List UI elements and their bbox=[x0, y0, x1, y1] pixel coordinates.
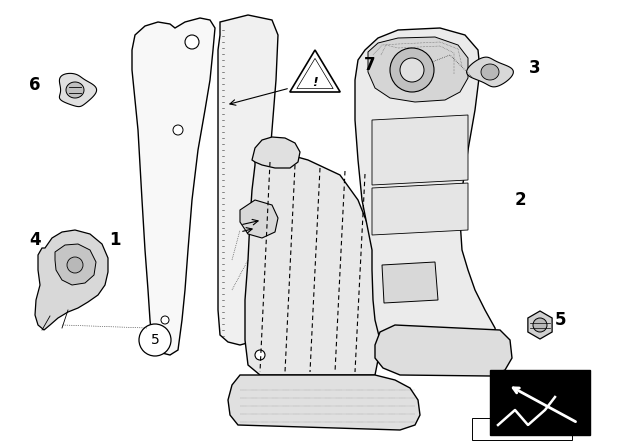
Text: 6: 6 bbox=[29, 76, 41, 94]
Circle shape bbox=[400, 58, 424, 82]
Circle shape bbox=[390, 48, 434, 92]
Polygon shape bbox=[481, 64, 499, 80]
Text: 1: 1 bbox=[109, 231, 121, 249]
Polygon shape bbox=[372, 115, 468, 185]
Polygon shape bbox=[290, 50, 340, 92]
Polygon shape bbox=[528, 311, 552, 339]
Circle shape bbox=[161, 316, 169, 324]
Text: 7: 7 bbox=[364, 56, 376, 74]
Circle shape bbox=[67, 257, 83, 273]
Text: 4: 4 bbox=[29, 231, 41, 249]
Polygon shape bbox=[372, 183, 468, 235]
Circle shape bbox=[173, 125, 183, 135]
Bar bbox=[490, 370, 590, 435]
Polygon shape bbox=[245, 148, 382, 375]
Text: 3: 3 bbox=[529, 59, 541, 77]
Polygon shape bbox=[382, 262, 438, 303]
Text: 5: 5 bbox=[554, 311, 566, 329]
Circle shape bbox=[255, 350, 265, 360]
Polygon shape bbox=[355, 28, 498, 370]
Polygon shape bbox=[35, 230, 108, 330]
Polygon shape bbox=[240, 200, 278, 238]
Text: 2: 2 bbox=[514, 191, 526, 209]
Polygon shape bbox=[55, 244, 96, 285]
Circle shape bbox=[185, 35, 199, 49]
Text: 5: 5 bbox=[150, 333, 159, 347]
Polygon shape bbox=[218, 15, 278, 345]
Polygon shape bbox=[368, 37, 468, 102]
Polygon shape bbox=[66, 82, 84, 98]
Polygon shape bbox=[228, 375, 420, 430]
Polygon shape bbox=[132, 18, 215, 355]
Circle shape bbox=[139, 324, 171, 356]
Bar bbox=[472, 418, 572, 440]
Polygon shape bbox=[252, 137, 300, 168]
Circle shape bbox=[533, 318, 547, 332]
Polygon shape bbox=[60, 73, 97, 107]
Polygon shape bbox=[375, 325, 512, 376]
Text: !: ! bbox=[312, 76, 318, 89]
Text: 00153586: 00153586 bbox=[500, 426, 543, 435]
Polygon shape bbox=[467, 57, 513, 87]
